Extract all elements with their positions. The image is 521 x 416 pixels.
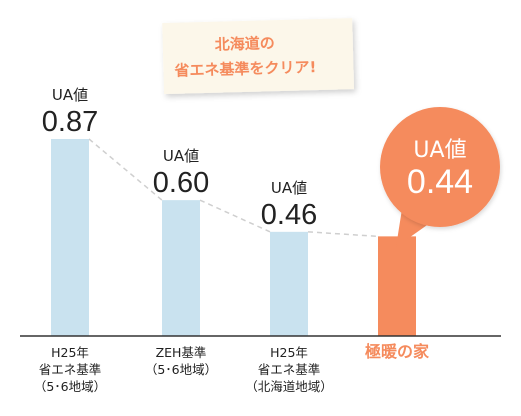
category-label: （北海道地域） <box>245 379 333 394</box>
category-label: 省エネ基準 <box>258 362 321 377</box>
value-label: 0.60 <box>153 167 209 199</box>
value-label-prefix: UA値 <box>271 179 307 197</box>
banner-line-1: 北海道の <box>215 34 275 54</box>
value-label-prefix: UA値 <box>163 147 199 165</box>
category-label: H25年 <box>51 345 89 360</box>
callout-circle <box>380 107 500 227</box>
value-label: 0.46 <box>261 199 317 231</box>
banner-line-2: 省エネ基準をクリア! <box>173 58 316 80</box>
value-label-prefix: UA値 <box>52 86 88 104</box>
trend-line-group <box>88 138 379 238</box>
bar <box>162 200 200 336</box>
callout-value: 0.44 <box>407 163 473 201</box>
trend-dashed-line <box>88 138 379 238</box>
category-label: 省エネ基準 <box>39 362 102 377</box>
value-label: 0.87 <box>42 106 98 138</box>
category-label-highlight: 極暖の家 <box>364 342 430 361</box>
value-labels-group: UA値 0.87 UA値 0.60 UA値 0.46 <box>42 86 317 231</box>
category-label: （5･6地域） <box>34 379 106 394</box>
category-label: H25年 <box>270 345 308 360</box>
category-label: ZEH基準 <box>156 345 207 360</box>
bars-group <box>51 139 416 336</box>
bar <box>270 231 308 336</box>
callout-label-prefix: UA値 <box>413 138 466 163</box>
banner-card: 北海道の 省エネ基準をクリア! <box>162 18 355 95</box>
category-label: （5･6地域） <box>145 362 217 377</box>
bar <box>51 139 89 336</box>
callout-tail <box>396 209 430 247</box>
banner-background <box>162 18 355 95</box>
bar-highlight <box>378 236 416 336</box>
